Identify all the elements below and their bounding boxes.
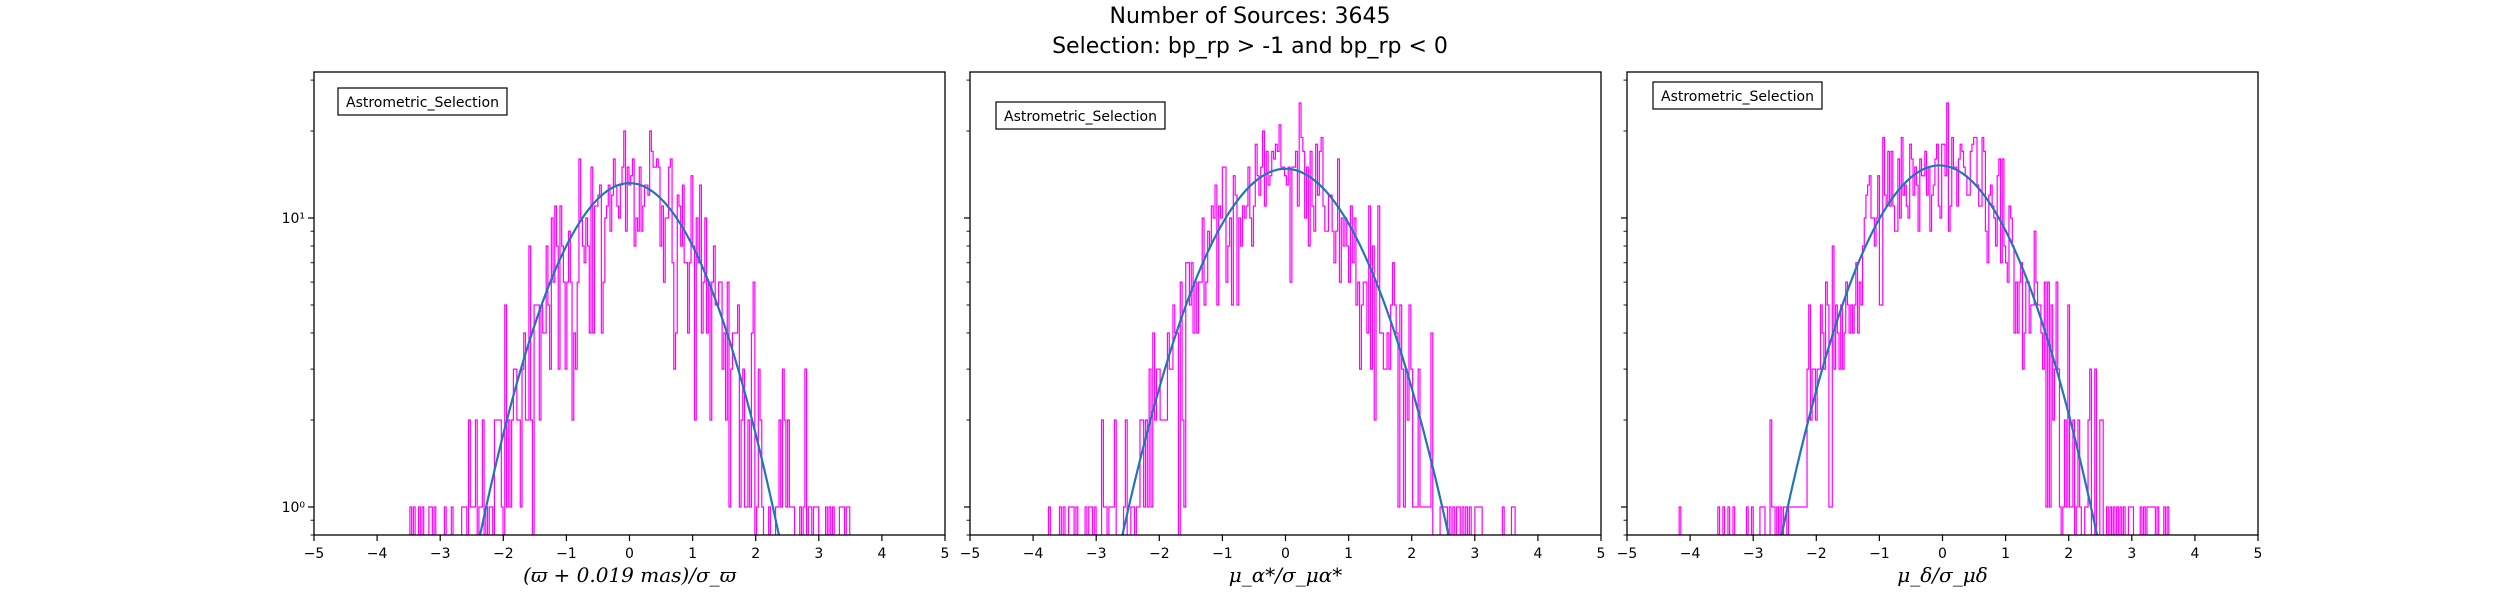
x-tick-label: −2	[1149, 546, 1170, 562]
x-tick-label: −4	[1680, 546, 1701, 562]
x-tick-label: 2	[2064, 546, 2073, 562]
x-tick-label: −5	[1617, 546, 1638, 562]
x-axis-label: μ_δ/σ_μδ	[1897, 563, 1987, 587]
x-tick-label: −5	[960, 546, 981, 562]
gaussian-fit-line	[478, 182, 781, 535]
x-tick-label: −3	[430, 546, 451, 562]
axes-frame	[1626, 71, 2259, 536]
histogram-bars	[409, 130, 851, 535]
legend-box	[995, 101, 1166, 130]
histogram-bars	[1047, 102, 1516, 535]
panel-pm-ra: −5 −4 −3 −2 −1 0 1 2 3 4 5 μ_α*/σ_μα* Astrometric_Se…	[960, 71, 1606, 587]
x-tick-label: −1	[1212, 546, 1233, 562]
panel-parallax: −5 −4 −3 −2 −1 0 1 2 3 4 5 10⁰ 10¹ (ϖ + 0.019 mas)/σ_…	[282, 71, 950, 587]
x-tick-label: −2	[493, 546, 514, 562]
figure-title: Number of Sources: 3645	[1109, 4, 1391, 29]
x-tick-label: −5	[304, 546, 325, 562]
legend-box	[337, 87, 508, 116]
x-tick-label: 5	[941, 546, 950, 562]
y-tick-label: 10⁰	[282, 500, 306, 516]
x-tick-label: 5	[1597, 546, 1606, 562]
axes-frame	[969, 71, 1602, 536]
x-tick-label: −4	[1023, 546, 1044, 562]
x-tick-label: 0	[625, 546, 634, 562]
x-axis-label: (ϖ + 0.019 mas)/σ_ϖ	[523, 563, 737, 587]
legend-label: Astrometric_Selection	[346, 95, 499, 111]
y-tick-label: 10¹	[282, 211, 305, 227]
x-tick-label: 0	[1938, 546, 1947, 562]
axes-frame	[313, 71, 946, 536]
figure-subtitle: Selection: bp_rp > -1 and bp_rp < 0	[1052, 34, 1448, 59]
gaussian-fit-line	[1780, 164, 2099, 535]
x-tick-label: 4	[1533, 546, 1542, 562]
x-tick-label: −3	[1086, 546, 1107, 562]
x-tick-label: −3	[1743, 546, 1764, 562]
gaussian-fit-line	[1121, 167, 1450, 535]
x-tick-label: 2	[751, 546, 760, 562]
histogram-bars	[1678, 102, 2170, 535]
x-tick-label: 4	[877, 546, 886, 562]
legend-label: Astrometric_Selection	[1661, 89, 1814, 105]
x-tick-label: −4	[367, 546, 388, 562]
x-tick-label: 3	[2127, 546, 2136, 562]
x-tick-label: 0	[1281, 546, 1290, 562]
x-tick-label: 5	[2254, 546, 2263, 562]
x-tick-label: 1	[1344, 546, 1353, 562]
x-tick-label: 4	[2190, 546, 2199, 562]
x-axis-label: μ_α*/σ_μα*	[1229, 563, 1342, 587]
x-tick-label: 1	[2001, 546, 2010, 562]
legend-label: Astrometric_Selection	[1004, 109, 1157, 125]
x-tick-label: 3	[1470, 546, 1479, 562]
x-tick-label: 3	[814, 546, 823, 562]
x-tick-label: 1	[688, 546, 697, 562]
panel-pm-dec: −5 −4 −3 −2 −1 0 1 2 3 4 5 μ_δ/σ_μδ Astrometric_Sele…	[1617, 71, 2263, 587]
x-tick-label: −1	[556, 546, 577, 562]
x-tick-label: −2	[1806, 546, 1827, 562]
x-tick-label: 2	[1407, 546, 1416, 562]
x-tick-label: −1	[1869, 546, 1890, 562]
legend-box	[1652, 81, 1823, 110]
